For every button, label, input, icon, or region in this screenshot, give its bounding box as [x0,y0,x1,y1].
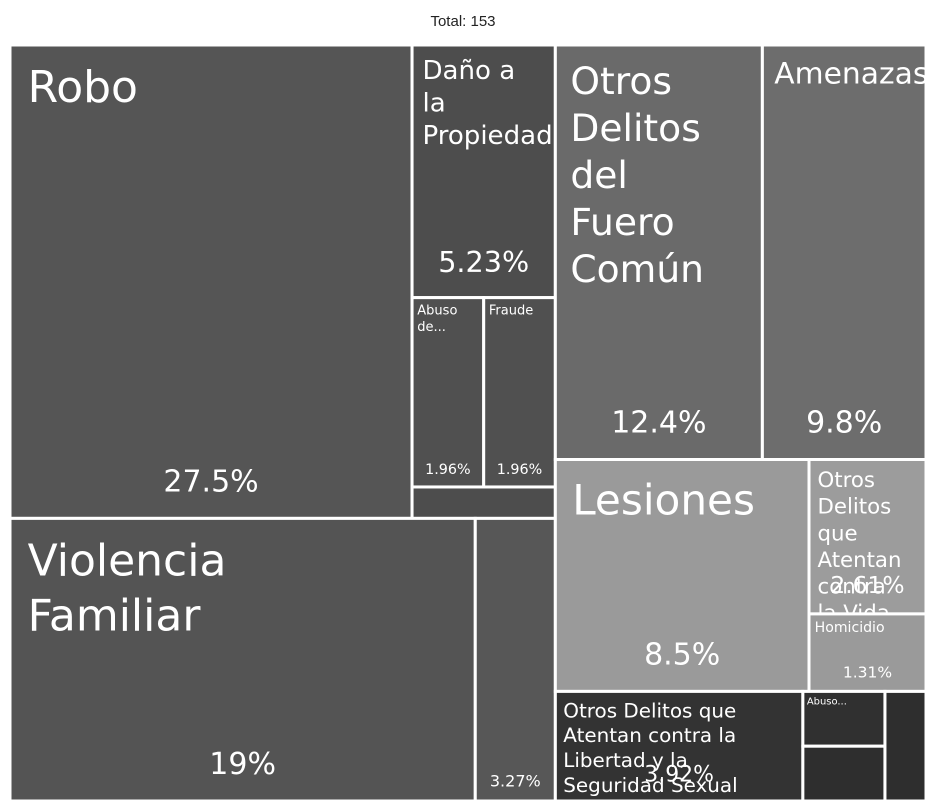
tile [410,485,557,520]
value-label: 1.96% [425,462,470,478]
tile-label: Otros Delitos del Fuero Común [570,59,712,291]
tile-label: Robo [28,62,138,113]
value-label: 9.8% [806,406,882,441]
tile [801,744,887,801]
tile-label: Daño a la Propiedad [422,56,552,151]
value-label: 1.96% [497,462,542,478]
tile-label: Violencia Familiar [28,536,241,642]
tile [482,296,557,489]
tile [473,516,557,801]
tile-label: Abuso... [807,696,847,707]
value-label: 3.92% [644,762,714,787]
value-label: 5.23% [438,245,529,279]
tile [553,689,805,801]
tile [553,43,764,462]
tile-label: Amenazas [774,57,926,92]
tile [760,43,926,462]
tile [553,458,811,693]
tile-label: Lesiones [572,475,755,524]
chart-title: Total: 153 [430,13,495,30]
tile-label: Abuso de... [417,304,461,335]
tile [807,458,926,616]
tile [8,43,414,520]
value-label: 2.61% [830,571,904,599]
value-label: 1.31% [843,663,892,681]
value-label: 12.4% [611,406,706,441]
value-label: 3.27% [490,772,541,791]
tile-label: Fraude [489,304,533,319]
value-label: 19% [209,747,276,782]
value-label: 27.5% [163,464,258,499]
tile-label: Otros Delitos que Atentan contra la Libe… [563,699,742,797]
tile [410,43,557,300]
tile [883,689,926,801]
tile-label: Homicidio [815,620,885,636]
value-label: 8.5% [644,637,720,672]
